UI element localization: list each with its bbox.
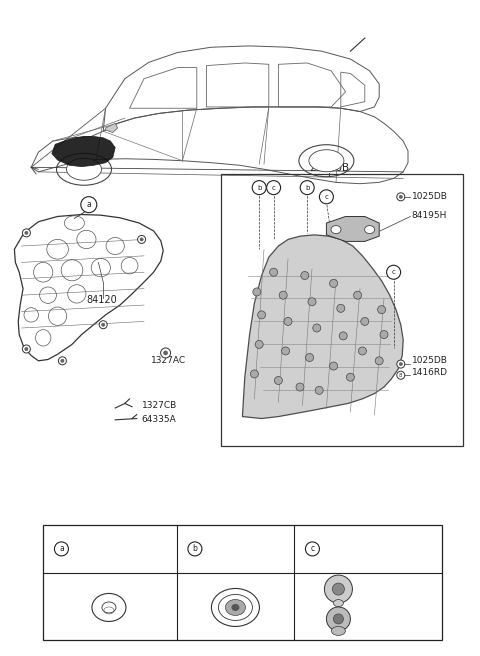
Circle shape (347, 373, 354, 381)
Text: 1327CB: 1327CB (142, 401, 177, 410)
Circle shape (300, 180, 314, 195)
Polygon shape (326, 216, 379, 241)
Ellipse shape (218, 594, 252, 621)
Circle shape (266, 180, 281, 195)
Text: 8: 8 (399, 373, 403, 378)
Text: a: a (59, 544, 64, 554)
Text: 1327AC: 1327AC (151, 356, 186, 365)
Polygon shape (242, 235, 403, 419)
Circle shape (138, 236, 145, 243)
Circle shape (313, 324, 321, 332)
Ellipse shape (309, 150, 344, 172)
Bar (221, 174, 463, 446)
Text: a: a (86, 200, 91, 209)
Circle shape (361, 318, 369, 325)
Ellipse shape (331, 226, 341, 234)
Circle shape (102, 323, 105, 326)
Circle shape (61, 359, 64, 362)
Circle shape (324, 575, 352, 603)
Text: c: c (324, 194, 328, 200)
Circle shape (337, 304, 345, 312)
Text: b: b (257, 184, 262, 191)
Circle shape (308, 298, 316, 306)
Circle shape (334, 614, 343, 624)
Circle shape (397, 193, 405, 201)
Circle shape (333, 583, 345, 595)
Circle shape (188, 542, 202, 556)
Text: 1330AA: 1330AA (210, 544, 248, 554)
Ellipse shape (331, 626, 346, 636)
Circle shape (81, 197, 97, 213)
Circle shape (397, 371, 405, 379)
Text: b: b (192, 544, 197, 554)
Circle shape (164, 351, 168, 355)
Ellipse shape (334, 600, 343, 607)
Circle shape (315, 386, 323, 394)
Text: 84195H: 84195H (412, 211, 447, 220)
Circle shape (161, 348, 170, 358)
Text: 84120: 84120 (86, 295, 117, 306)
Ellipse shape (67, 158, 101, 180)
Circle shape (306, 354, 313, 361)
Circle shape (140, 238, 143, 241)
Circle shape (375, 357, 383, 365)
Circle shape (399, 363, 402, 365)
Circle shape (284, 318, 292, 325)
Text: c: c (311, 544, 314, 554)
Text: 64335A: 64335A (142, 415, 176, 424)
Circle shape (359, 347, 366, 355)
Circle shape (25, 348, 28, 350)
Circle shape (275, 377, 282, 384)
Circle shape (399, 195, 402, 198)
Circle shape (282, 347, 289, 355)
Text: b: b (305, 184, 310, 191)
Circle shape (397, 360, 405, 368)
Circle shape (54, 542, 69, 556)
Circle shape (380, 331, 388, 338)
Circle shape (59, 357, 66, 365)
Text: 1416RD: 1416RD (412, 368, 448, 377)
Circle shape (305, 542, 319, 556)
Circle shape (386, 265, 401, 279)
Text: c: c (392, 269, 396, 276)
Circle shape (23, 345, 30, 353)
Text: 29140B: 29140B (310, 163, 350, 173)
Text: 1042AA: 1042AA (360, 584, 395, 594)
Text: 1025DB: 1025DB (412, 356, 448, 365)
Text: 50625: 50625 (77, 544, 108, 554)
Bar (43, 525, 442, 640)
Circle shape (319, 190, 334, 204)
Circle shape (330, 362, 337, 370)
Polygon shape (106, 123, 118, 133)
Ellipse shape (226, 600, 245, 615)
Circle shape (252, 180, 266, 195)
Circle shape (255, 340, 263, 348)
Polygon shape (52, 136, 115, 167)
Text: 1043EA: 1043EA (360, 615, 395, 623)
Text: 1025DB: 1025DB (412, 192, 448, 201)
Circle shape (253, 288, 261, 296)
Circle shape (279, 291, 287, 299)
Circle shape (354, 291, 361, 299)
Circle shape (326, 607, 350, 631)
Circle shape (251, 370, 258, 378)
Circle shape (378, 306, 385, 314)
Text: c: c (272, 184, 276, 191)
Circle shape (99, 321, 107, 329)
Ellipse shape (365, 226, 374, 234)
Ellipse shape (231, 604, 240, 611)
Circle shape (258, 311, 265, 319)
Circle shape (270, 268, 277, 276)
Circle shape (330, 279, 337, 287)
Circle shape (296, 383, 304, 391)
Circle shape (339, 332, 347, 340)
Circle shape (25, 232, 28, 234)
Circle shape (23, 229, 30, 237)
Circle shape (301, 272, 309, 279)
